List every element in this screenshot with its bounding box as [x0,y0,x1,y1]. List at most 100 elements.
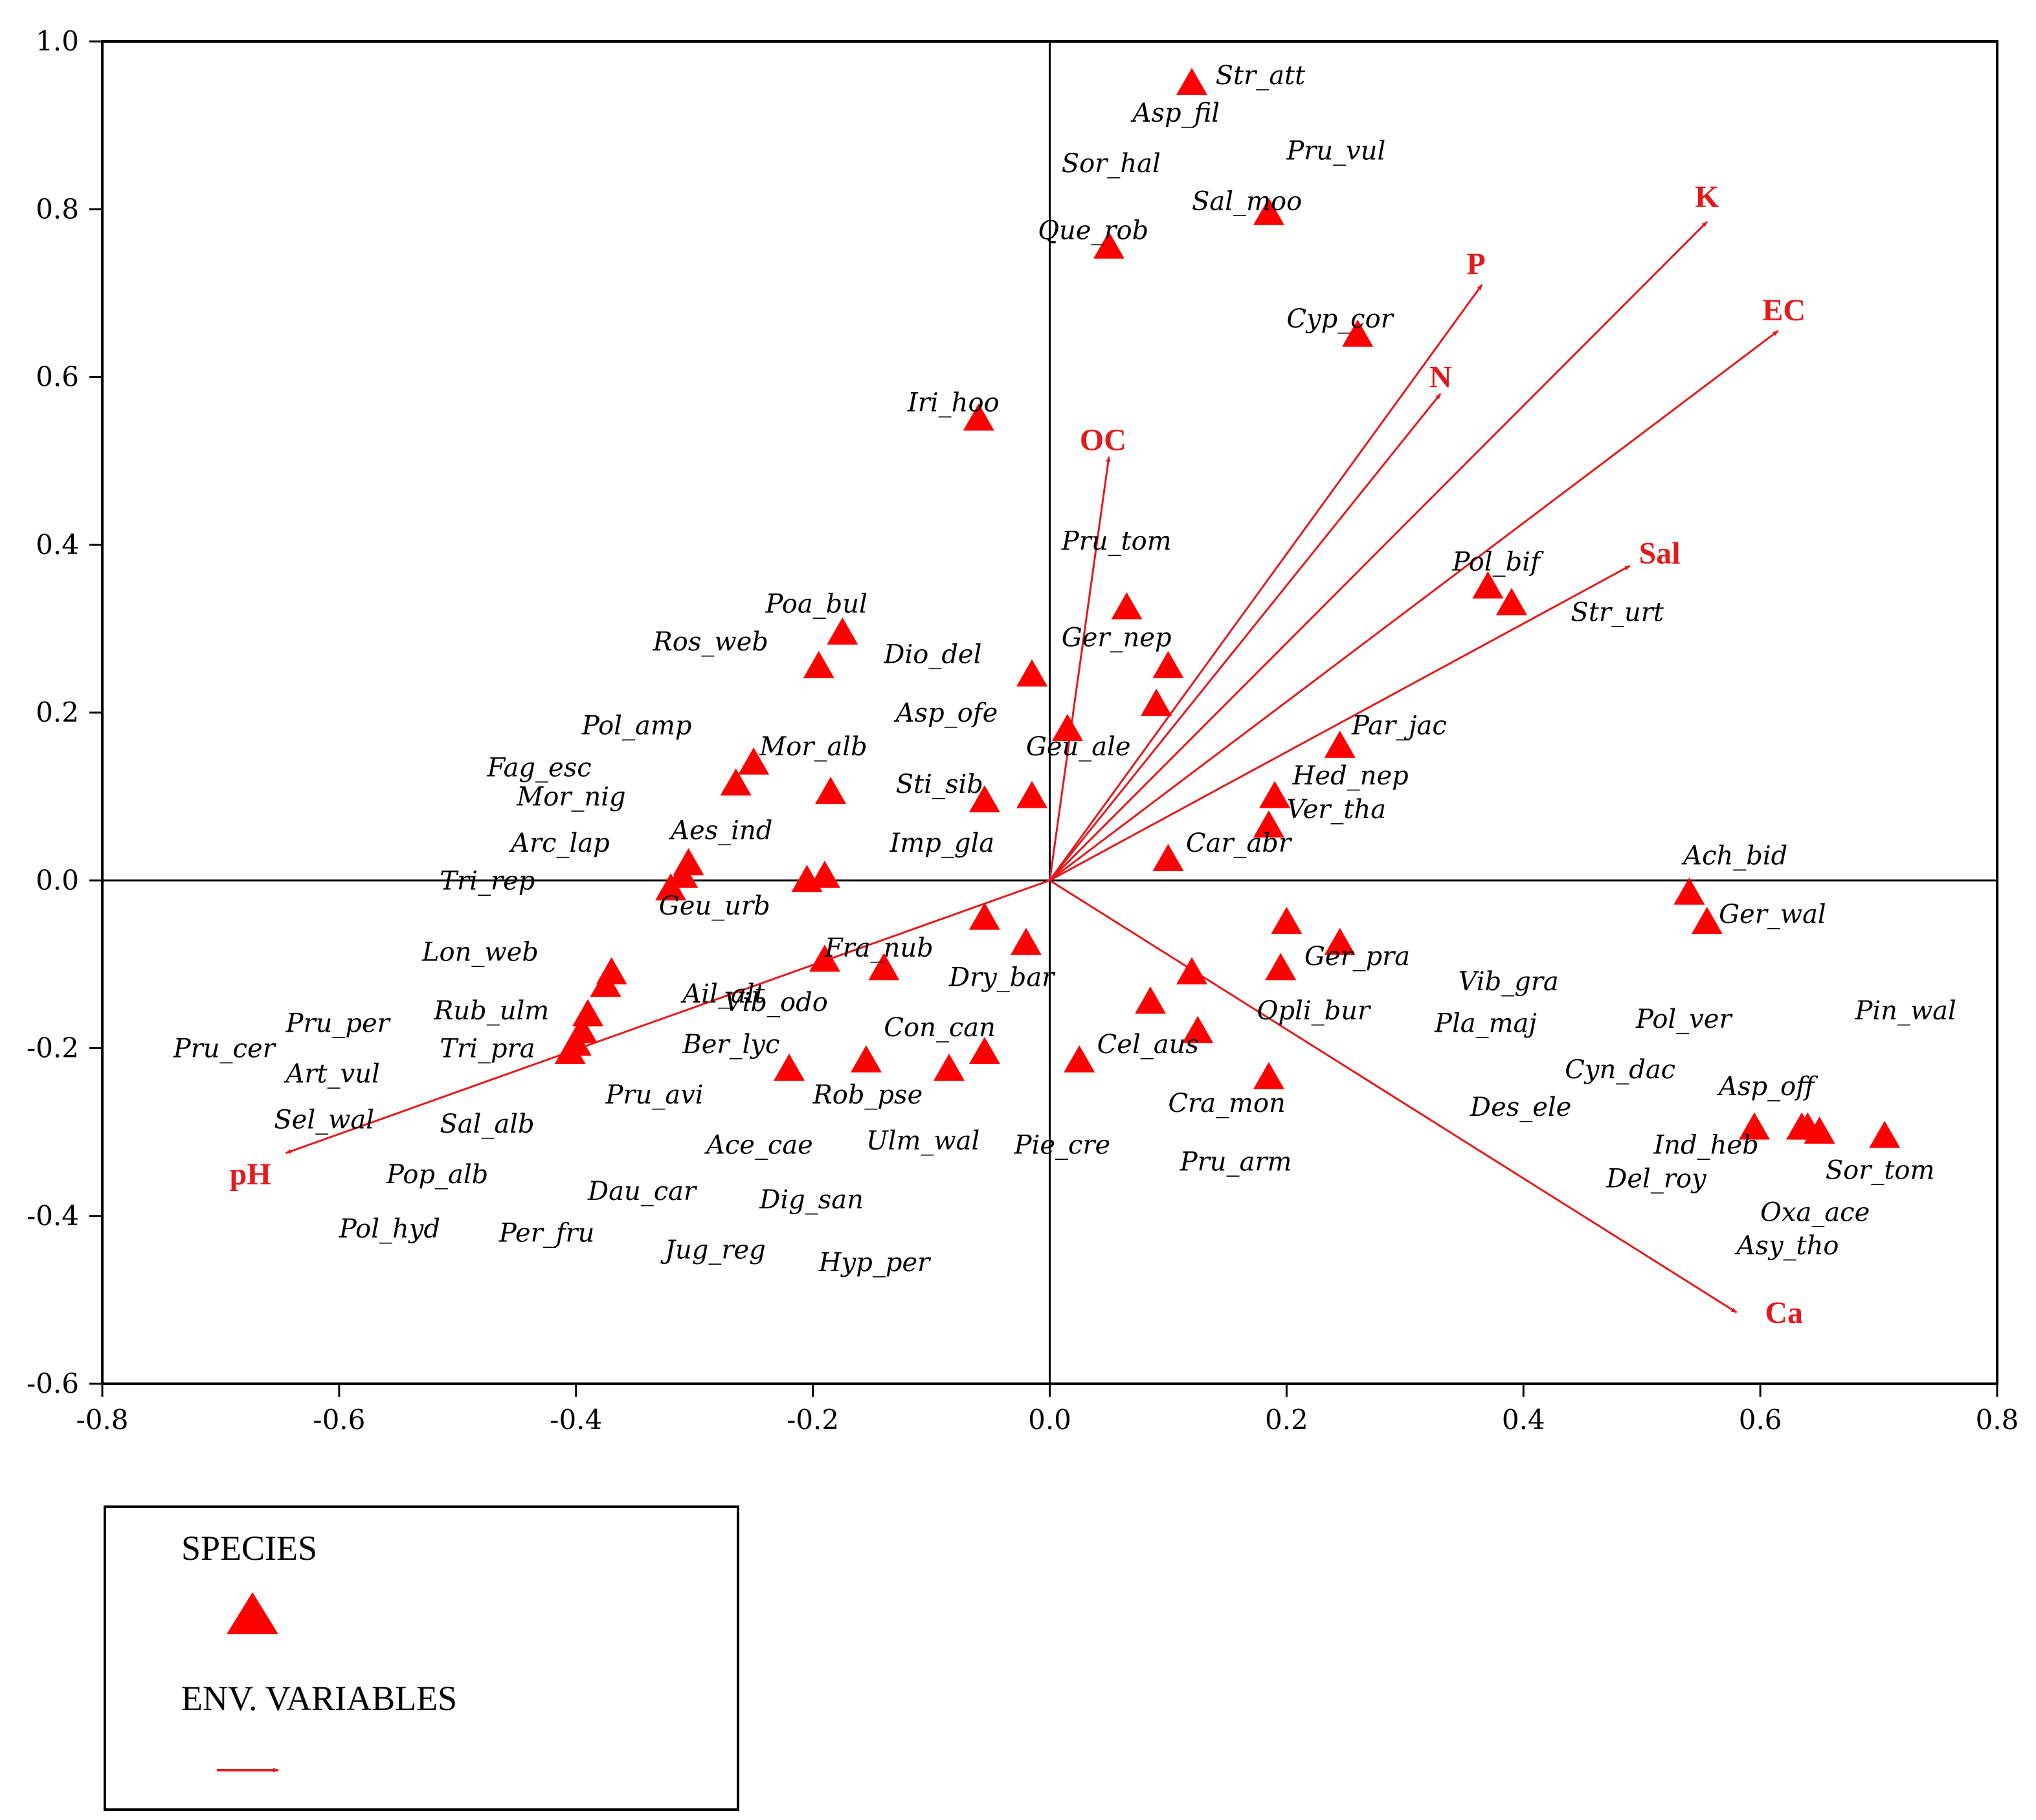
species-marker [827,617,858,645]
env-arrow [1049,284,1483,882]
species-label: Asy_tho [1734,1231,1839,1261]
x-tick-label: 0.6 [1739,1404,1782,1436]
species-marker [791,865,823,893]
species-label: Aes_ind [668,816,772,845]
species-marker [774,1053,805,1081]
species-marker [1093,231,1124,259]
species-marker [590,970,621,997]
species-label: Pru_arm [1180,1147,1292,1177]
species-marker [554,1036,586,1064]
species-marker [1792,1112,1824,1140]
x-tick-label: 0.8 [1976,1404,2019,1436]
legend: SPECIES ENV. VARIABLES [104,1505,739,1811]
species-marker [1134,986,1166,1014]
species-label: Hyp_per [818,1248,932,1278]
species-label: Iri_hoo [907,388,1000,417]
species-marker [1152,650,1184,678]
env-variable-label: EC [1762,293,1806,327]
species-marker [968,1036,1000,1064]
x-tick-label: 0.2 [1265,1404,1308,1436]
species-label: Sal_moo [1192,186,1302,216]
env-arrow [1049,456,1111,881]
x-tick-label: -0.4 [550,1404,602,1436]
species-label: Dry_bar [948,962,1056,992]
species-marker [655,873,687,901]
species-marker [1141,689,1172,716]
species-label: Sor_hal [1062,149,1161,179]
species-marker [1738,1112,1770,1140]
env-arrow [1049,393,1442,882]
species-marker [1259,781,1291,808]
species-marker [1472,571,1504,599]
species-label: Asp_off [1716,1072,1818,1102]
species-label: Vib_gra [1459,967,1559,997]
species-label: Cel_aus [1097,1030,1199,1060]
x-tick-label: -0.6 [313,1404,365,1436]
env-variable-label: Ca [1765,1296,1803,1330]
species-label: Pie_cre [1014,1131,1111,1160]
species-label: Dau_car [587,1177,698,1206]
species-label: Ver_tha [1286,795,1386,825]
species-marker [809,944,840,972]
x-tick-label: -0.8 [76,1404,129,1436]
x-tick-label: 0.0 [1028,1404,1071,1436]
env-arrow [1049,330,1779,882]
y-tick-label: -0.6 [27,1368,79,1399]
legend-box [104,1505,739,1811]
species-marker [803,650,834,678]
species-marker [1673,877,1705,905]
species-label: Des_ele [1470,1093,1571,1122]
species-label: Del_roy [1605,1164,1707,1193]
species-marker [1253,1061,1284,1089]
species-marker [1064,1045,1095,1072]
species-label: Ail_alt [680,979,765,1009]
x-tick-label: 0.4 [1502,1404,1545,1436]
species-label: Ulm_wal [866,1126,979,1156]
species-label: Sor_tom [1826,1155,1935,1185]
species-label: Art_vul [284,1059,380,1089]
species-label: Par_jac [1351,711,1447,740]
species-label: Que_rob [1038,216,1148,246]
env-variable-label: K [1695,180,1719,214]
env-arrows [285,221,1779,1314]
species-marker [934,1053,965,1081]
species-label: Geu_urb [659,891,770,921]
species-label: Fag_esc [487,753,592,782]
env-arrow [285,879,1051,1154]
species-label: Ach_bid [1681,841,1787,871]
species-marker [1495,588,1527,616]
species-label: Pol_hyd [339,1214,440,1244]
species-label: Opli_bur [1257,996,1372,1026]
species-label: Ger_nep [1062,623,1172,652]
env-arrow [1049,564,1631,882]
y-tick-label: -0.2 [27,1032,79,1064]
legend-species-label: SPECIES [181,1529,317,1568]
species-marker [809,860,840,888]
species-label: Mor_nig [516,782,625,812]
species-label: Dig_san [759,1185,864,1215]
species-label: Rub_ulm [433,996,549,1026]
species-label: Pru_vul [1286,137,1385,166]
species-marker [1016,781,1048,808]
legend-env-label: ENV. VARIABLES [181,1679,457,1718]
env-arrow [1049,221,1708,882]
species-label: Pol_amp [581,711,692,740]
species-label: Ger_pra [1304,942,1410,971]
env-arrow [1049,879,1738,1314]
species-label: Pin_wal [1854,996,1956,1026]
env-variable-label: pH [230,1157,271,1192]
species-label: Str_urt [1571,597,1664,627]
species-label: Cyp_cor [1286,304,1394,334]
species-marker [1271,907,1303,935]
species-label: Sel_wal [274,1105,374,1135]
y-tick-label: -0.4 [27,1200,79,1232]
species-label: Sal_alb [440,1109,534,1139]
species-label: Tri_rep [440,866,535,896]
y-tick-label: 0.2 [36,696,79,728]
species-label: Pru_per [285,1009,392,1039]
species-markers [554,67,1901,1148]
species-marker [1342,319,1374,347]
species-marker [1176,957,1208,984]
species-labels: Str_att Asp_fil Pru_vul Sor_hal Sal_moo Que_r… [173,61,1956,1278]
species-label: Cyn_dac [1565,1055,1675,1085]
